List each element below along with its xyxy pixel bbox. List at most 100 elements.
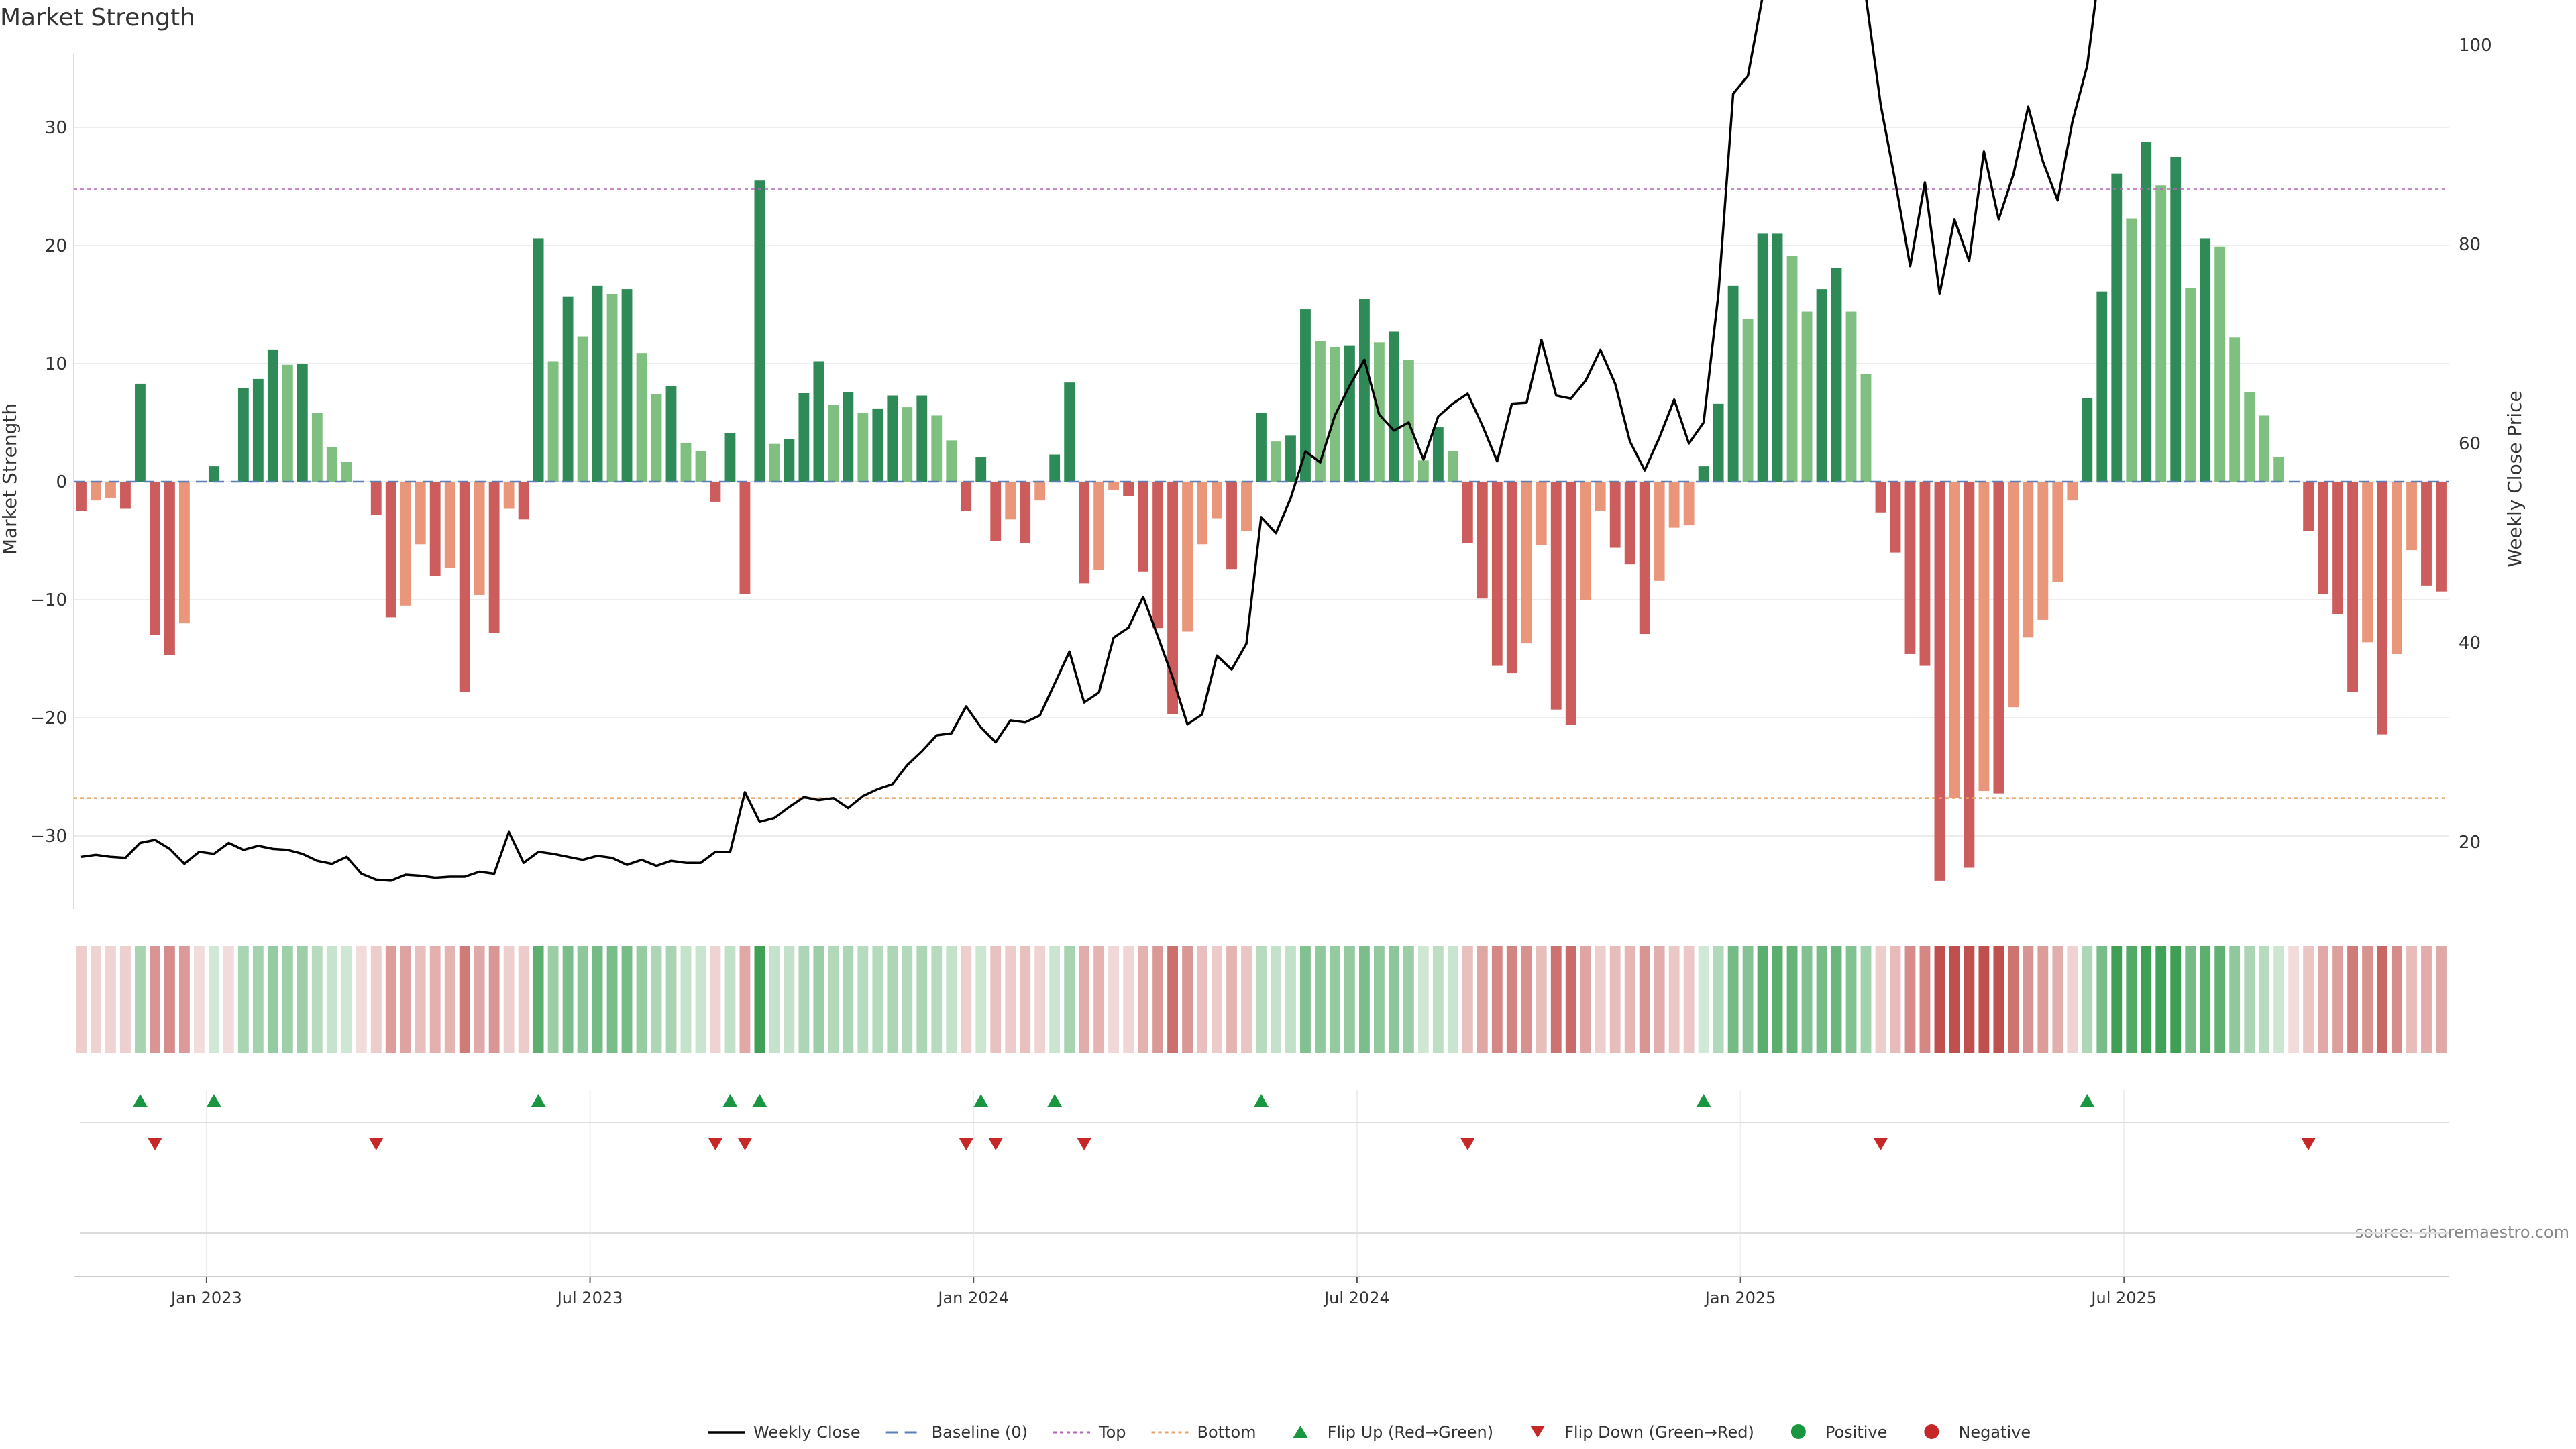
- heat-cell: [120, 946, 131, 1053]
- heat-cell: [1093, 946, 1105, 1053]
- heat-cell: [1845, 946, 1857, 1053]
- strength-bar: [178, 482, 190, 624]
- heat-cell: [341, 946, 352, 1053]
- strength-bar: [267, 349, 278, 482]
- heat-cell: [2200, 946, 2211, 1053]
- strength-bar: [1742, 319, 1754, 482]
- strength-bar: [1167, 482, 1178, 714]
- heat-cell: [990, 946, 1002, 1053]
- strength-bar: [2141, 142, 2152, 482]
- strength-bar: [724, 433, 736, 482]
- heat-cell: [135, 946, 146, 1053]
- heat-cell: [975, 946, 987, 1053]
- heat-cell: [533, 946, 544, 1053]
- strength-bar: [2170, 157, 2182, 482]
- legend-label: Weekly Close: [753, 1423, 861, 1442]
- heat-cell: [297, 946, 308, 1053]
- y2-axis-ticks: 20406080100120140160: [2459, 36, 2492, 853]
- heat-cell: [1550, 946, 1562, 1053]
- strength-bar: [2436, 482, 2447, 592]
- chart-title: Market Strength: [0, 4, 195, 32]
- y-tick-label: 30: [45, 118, 67, 138]
- strength-bar: [444, 482, 455, 568]
- heat-cell: [267, 946, 278, 1053]
- strength-bar: [784, 439, 795, 482]
- heat-cell: [2052, 946, 2063, 1053]
- heat-cell: [769, 946, 780, 1053]
- heat-cell: [1713, 946, 1724, 1053]
- strength-bar: [975, 457, 987, 482]
- heat-cell: [2303, 946, 2314, 1053]
- y2-tick-label: 20: [2459, 833, 2481, 853]
- strength-bar: [1388, 331, 1399, 482]
- strength-bar: [1005, 482, 1016, 520]
- heat-cell: [444, 946, 455, 1053]
- heat-cell: [1108, 946, 1120, 1053]
- heat-cell: [1226, 946, 1237, 1053]
- heat-cell: [1816, 946, 1827, 1053]
- heat-cell: [784, 946, 795, 1053]
- strength-bar: [518, 482, 529, 520]
- strength-bar: [680, 442, 692, 482]
- heat-cell: [2170, 946, 2182, 1053]
- heat-cell: [577, 946, 588, 1053]
- heat-cell: [1049, 946, 1061, 1053]
- heat-cell: [813, 946, 824, 1053]
- flip-up-marker: [2080, 1094, 2095, 1107]
- strength-bar: [769, 443, 780, 482]
- heat-cell: [1521, 946, 1532, 1053]
- x-tick-label: Jan 2025: [1704, 1289, 1776, 1307]
- heat-cell: [1212, 946, 1222, 1053]
- strength-bar: [1949, 482, 1960, 798]
- strength-bar: [400, 482, 411, 606]
- strength-bar: [1108, 482, 1120, 490]
- heat-cell: [1860, 946, 1872, 1053]
- strength-bar: [754, 180, 765, 482]
- strength-bar: [651, 394, 662, 482]
- heat-cell: [1064, 946, 1075, 1053]
- strength-bar: [1300, 309, 1311, 482]
- strength-bar: [902, 407, 913, 482]
- legend-item: Baseline (0): [885, 1423, 1028, 1442]
- strength-bar: [2362, 482, 2373, 643]
- heat-cell: [2244, 946, 2255, 1053]
- heat-cell: [1079, 946, 1090, 1053]
- strength-bar: [547, 361, 559, 482]
- strength-bar: [1654, 482, 1665, 581]
- legend-label: Bottom: [1197, 1423, 1256, 1442]
- strength-bar: [120, 482, 131, 509]
- y2-tick-label: 60: [2459, 434, 2481, 454]
- heat-cell: [2214, 946, 2226, 1053]
- heat-cell: [710, 946, 721, 1053]
- strength-bar: [135, 383, 146, 482]
- legend-swatch-negative: [1924, 1424, 1939, 1439]
- weekly-close-line: [80, 0, 2097, 882]
- heat-cell: [178, 946, 190, 1053]
- heat-cell: [2082, 946, 2093, 1053]
- heat-cell: [2155, 946, 2167, 1053]
- legend-item: Top: [1053, 1423, 1126, 1442]
- heat-cell: [2126, 946, 2137, 1053]
- y-axis-label: Market Strength: [0, 403, 21, 555]
- strength-bars: [76, 142, 2447, 881]
- heat-cell: [1639, 946, 1650, 1053]
- heat-cell: [385, 946, 396, 1053]
- heat-cell: [311, 946, 323, 1053]
- heat-cell: [1786, 946, 1798, 1053]
- strength-bar: [592, 285, 603, 482]
- strength-bar: [1890, 482, 1901, 553]
- strength-bar: [946, 440, 957, 482]
- heat-cell: [1034, 946, 1046, 1053]
- strength-bar: [2111, 173, 2123, 482]
- strength-bar: [1093, 482, 1105, 570]
- heat-cell: [2096, 946, 2108, 1053]
- flip-down-marker: [737, 1138, 753, 1150]
- strength-bar: [2214, 246, 2226, 482]
- flip-up-marker: [531, 1094, 546, 1107]
- strength-bar: [1875, 482, 1886, 513]
- strength-bar: [1432, 427, 1444, 482]
- heat-cell: [1993, 946, 2004, 1053]
- heat-cell: [695, 946, 706, 1053]
- heat-cell: [1698, 946, 1709, 1053]
- heat-cell: [680, 946, 692, 1053]
